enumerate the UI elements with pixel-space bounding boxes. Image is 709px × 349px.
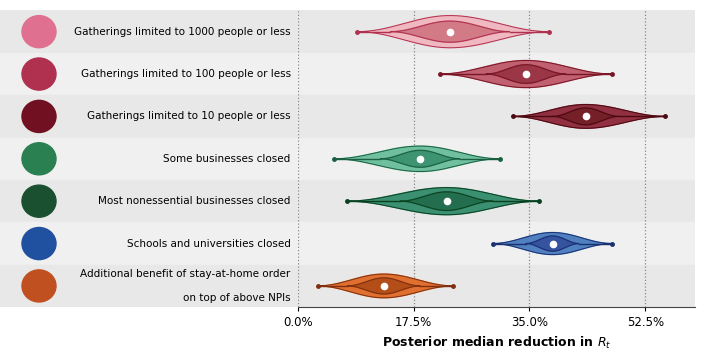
Polygon shape <box>440 60 612 88</box>
Text: on top of above NPIs: on top of above NPIs <box>183 293 291 303</box>
Text: Gatherings limited to 10 people or less: Gatherings limited to 10 people or less <box>87 111 291 121</box>
Bar <box>0 265 695 307</box>
Polygon shape <box>391 21 510 42</box>
Polygon shape <box>401 192 493 210</box>
Polygon shape <box>552 108 619 125</box>
Polygon shape <box>347 278 420 294</box>
Polygon shape <box>486 65 566 83</box>
Text: Gatherings limited to 100 people or less: Gatherings limited to 100 people or less <box>81 69 291 79</box>
Bar <box>0 138 695 180</box>
Text: Additional benefit of stay-at-home order: Additional benefit of stay-at-home order <box>80 269 291 279</box>
Polygon shape <box>513 105 665 128</box>
Polygon shape <box>318 274 453 298</box>
Bar <box>0 222 695 265</box>
Bar <box>0 53 695 95</box>
Polygon shape <box>357 16 549 48</box>
Text: Some businesses closed: Some businesses closed <box>164 154 291 164</box>
Text: Gatherings limited to 1000 people or less: Gatherings limited to 1000 people or les… <box>74 27 291 37</box>
Text: Schools and universities closed: Schools and universities closed <box>127 239 291 248</box>
Text: Most nonessential businesses closed: Most nonessential businesses closed <box>99 196 291 206</box>
Polygon shape <box>526 236 579 251</box>
Polygon shape <box>347 188 540 215</box>
Polygon shape <box>493 232 612 254</box>
Polygon shape <box>381 150 460 167</box>
Bar <box>0 95 695 138</box>
X-axis label: Posterior median reduction in $R_t$: Posterior median reduction in $R_t$ <box>381 335 611 349</box>
Polygon shape <box>334 146 500 171</box>
Bar <box>0 180 695 222</box>
Bar <box>0 10 695 53</box>
